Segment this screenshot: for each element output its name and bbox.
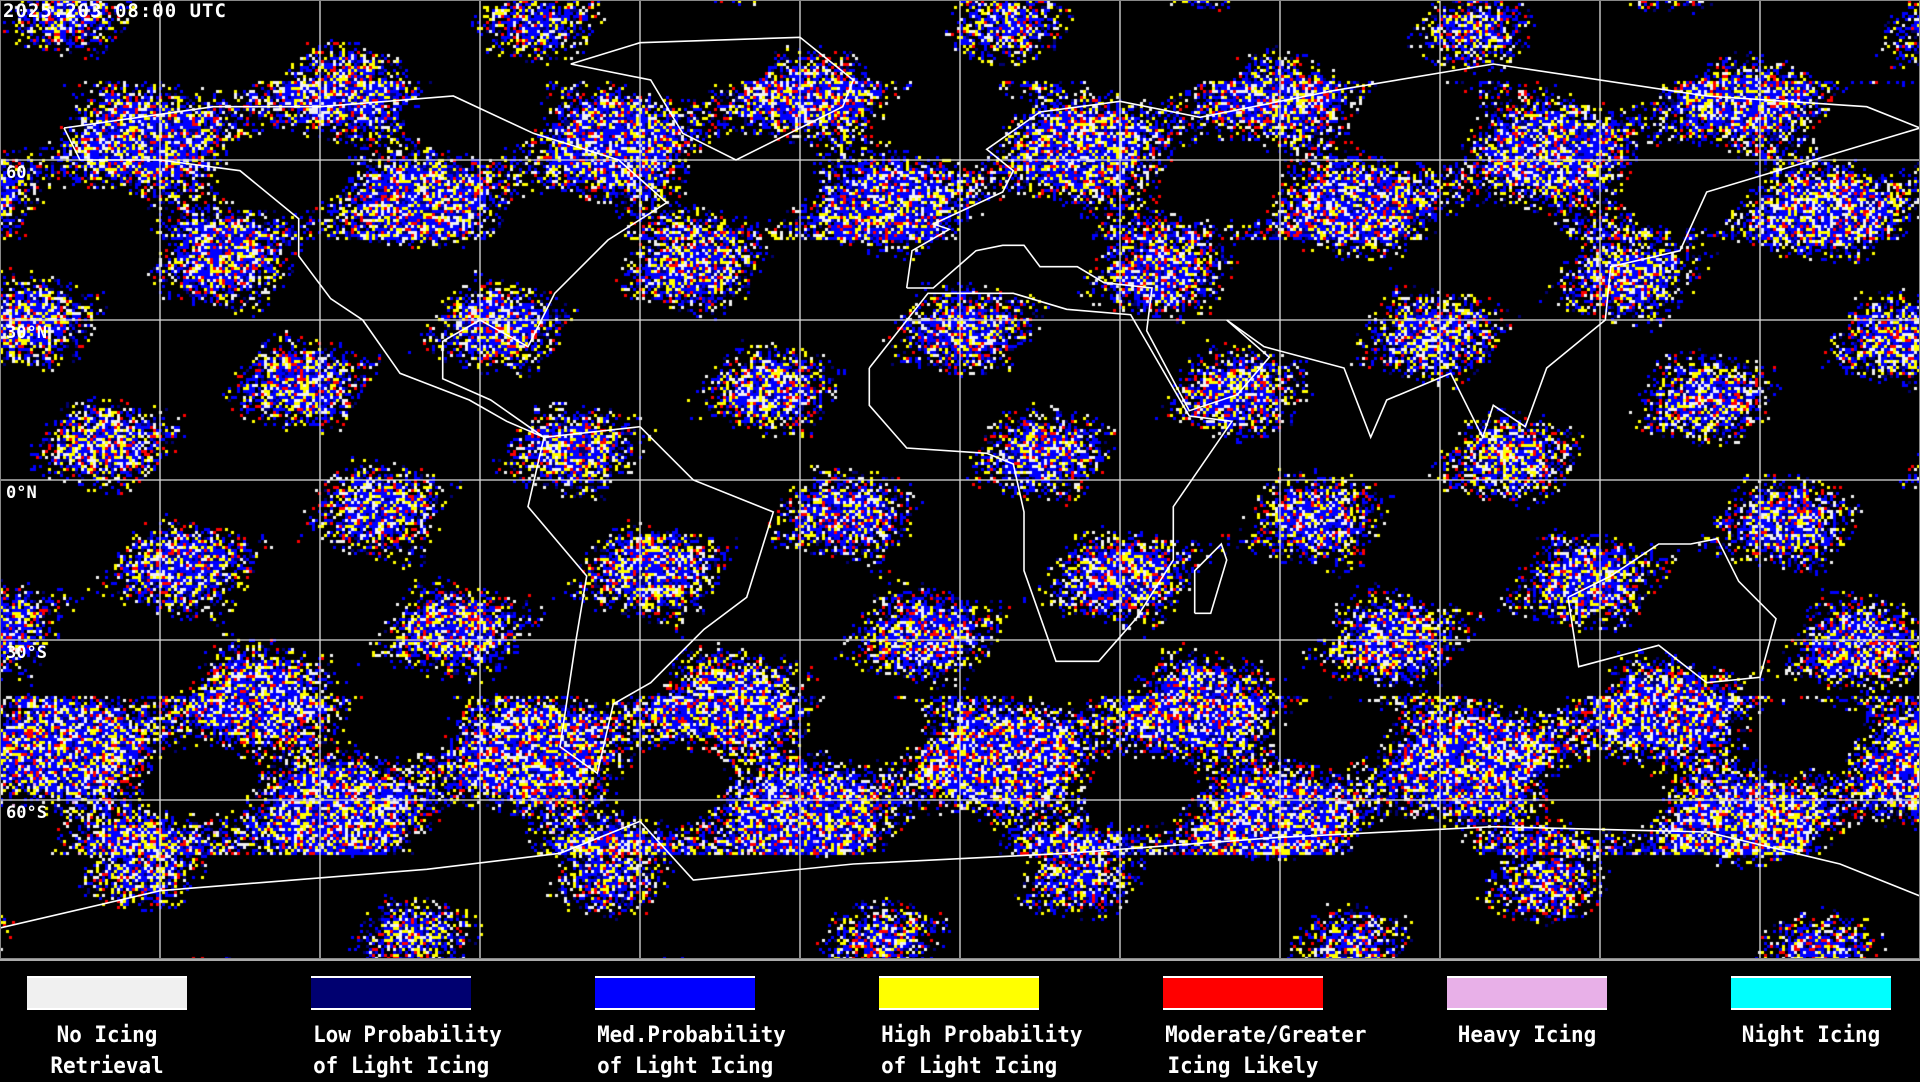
coastline-australia bbox=[1567, 537, 1777, 684]
map-legend-divider bbox=[0, 959, 1920, 961]
lat-label-0: 0°N bbox=[6, 483, 37, 503]
legend-item: No Icing Retrieval bbox=[25, 976, 189, 1082]
coastline-south-america bbox=[527, 425, 775, 775]
legend-label-line1: High Probability bbox=[881, 1023, 1083, 1048]
legend-label-line2: of Light Icing bbox=[597, 1054, 774, 1079]
coastline-madagascar bbox=[1193, 542, 1228, 615]
timestamp-title: 2025.203 08:00 UTC bbox=[3, 0, 227, 22]
legend-label-line1: Heavy Icing bbox=[1457, 1023, 1597, 1048]
legend-label-line1: Low Probability bbox=[313, 1023, 502, 1048]
coastline-africa bbox=[868, 292, 1234, 663]
legend-label-line1: Moderate/Greater bbox=[1165, 1023, 1367, 1048]
icing-map bbox=[0, 0, 1920, 960]
legend-swatch bbox=[1163, 976, 1323, 1010]
legend-label-line1: No Icing bbox=[56, 1023, 158, 1048]
legend-item: Med.Probability of Light Icing bbox=[593, 976, 786, 1082]
legend-swatch bbox=[27, 976, 187, 1010]
legend-item: Low Probability of Light Icing bbox=[309, 976, 502, 1082]
legend-item: Moderate/Greater Icing Likely bbox=[1161, 976, 1367, 1082]
legend-item: Heavy Icing bbox=[1445, 976, 1609, 1051]
legend-label-line1: Night Icing bbox=[1741, 1023, 1881, 1048]
coastline-eurasia bbox=[905, 63, 1920, 440]
legend-item: High Probability of Light Icing bbox=[877, 976, 1083, 1082]
coastline-north-america bbox=[63, 95, 669, 439]
legend-swatch bbox=[595, 976, 755, 1010]
legend-swatch bbox=[1731, 976, 1891, 1010]
lat-label-60n: 60 bbox=[6, 163, 27, 183]
legend-item: Night Icing bbox=[1729, 976, 1893, 1051]
legend-swatch bbox=[1447, 976, 1607, 1010]
legend-label-line1: Med.Probability bbox=[597, 1023, 786, 1048]
legend-label-line2: of Light Icing bbox=[881, 1054, 1058, 1079]
legend-label-line2: of Light Icing bbox=[313, 1054, 490, 1079]
lat-label-60s: 60°S bbox=[6, 803, 47, 823]
coastline-graticule-layer bbox=[0, 0, 1920, 960]
coastline-greenland bbox=[570, 36, 855, 161]
lat-label-30n: 30°N bbox=[6, 323, 47, 343]
coastline-antarctica bbox=[0, 820, 1920, 929]
legend-swatch bbox=[879, 976, 1039, 1010]
legend-label-line2: Retrieval bbox=[50, 1054, 164, 1079]
legend-swatch bbox=[311, 976, 471, 1010]
lat-label-30s: 30°S bbox=[6, 643, 47, 663]
legend-label-line2: Icing Likely bbox=[1167, 1054, 1319, 1079]
